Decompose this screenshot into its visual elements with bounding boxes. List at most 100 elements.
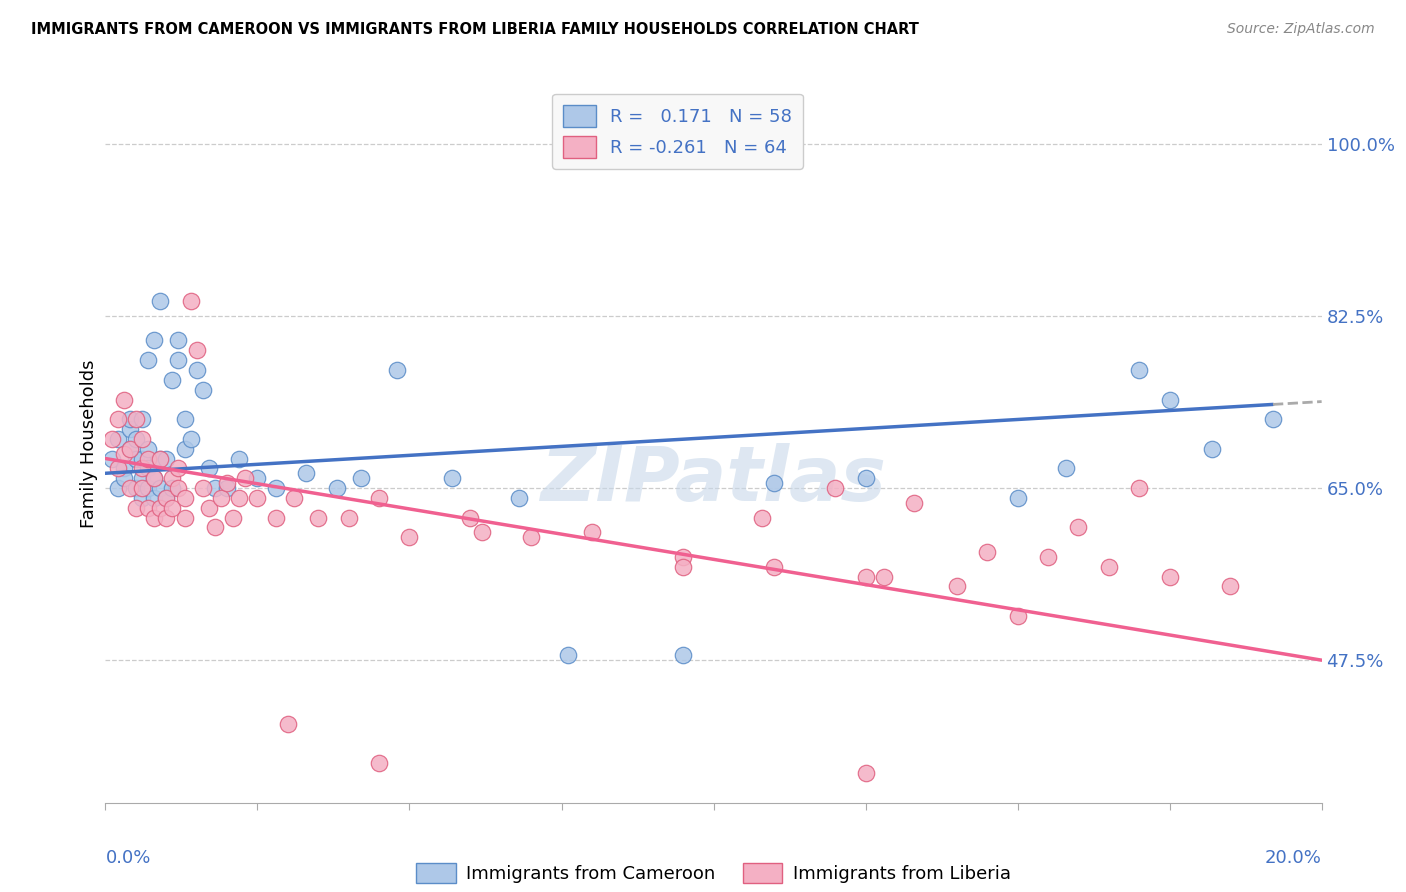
Point — [763, 559, 786, 574]
Point — [118, 422, 141, 436]
Point — [398, 530, 420, 544]
Point — [763, 476, 786, 491]
Point — [672, 559, 695, 574]
Point — [217, 481, 239, 495]
Point — [264, 510, 287, 524]
Point — [143, 510, 166, 524]
Point — [136, 451, 159, 466]
Point — [1007, 608, 1029, 623]
Point — [337, 510, 360, 524]
Text: 20.0%: 20.0% — [1265, 849, 1322, 868]
Point — [136, 500, 159, 515]
Point — [191, 481, 214, 495]
Point — [1054, 461, 1077, 475]
Point — [350, 471, 373, 485]
Point — [131, 432, 153, 446]
Point — [471, 525, 494, 540]
Point — [125, 432, 148, 446]
Point — [520, 530, 543, 544]
Point — [283, 491, 305, 505]
Point — [131, 412, 153, 426]
Point — [325, 481, 347, 495]
Point — [204, 520, 226, 534]
Point — [136, 353, 159, 368]
Point — [180, 432, 202, 446]
Point — [143, 334, 166, 348]
Point — [107, 461, 129, 475]
Point — [149, 294, 172, 309]
Point — [1128, 363, 1150, 377]
Point — [855, 569, 877, 583]
Point — [672, 549, 695, 564]
Point — [368, 491, 391, 505]
Point — [112, 392, 135, 407]
Point — [143, 491, 166, 505]
Point — [1128, 481, 1150, 495]
Point — [198, 461, 221, 475]
Point — [458, 510, 481, 524]
Point — [149, 500, 172, 515]
Point — [751, 510, 773, 524]
Y-axis label: Family Households: Family Households — [80, 359, 98, 528]
Point — [855, 471, 877, 485]
Point — [581, 525, 603, 540]
Point — [945, 579, 967, 593]
Point — [1067, 520, 1090, 534]
Point — [1159, 569, 1181, 583]
Point — [112, 461, 135, 475]
Point — [131, 461, 153, 475]
Point — [873, 569, 896, 583]
Point — [855, 766, 877, 780]
Point — [228, 451, 250, 466]
Point — [186, 363, 208, 377]
Point — [824, 481, 846, 495]
Point — [186, 343, 208, 358]
Point — [107, 481, 129, 495]
Point — [136, 481, 159, 495]
Point — [1219, 579, 1241, 593]
Point — [180, 294, 202, 309]
Point — [198, 500, 221, 515]
Point — [167, 334, 190, 348]
Point — [149, 451, 172, 466]
Text: Source: ZipAtlas.com: Source: ZipAtlas.com — [1227, 22, 1375, 37]
Point — [107, 412, 129, 426]
Point — [131, 471, 153, 485]
Point — [118, 481, 141, 495]
Point — [131, 481, 153, 495]
Point — [131, 451, 153, 466]
Point — [149, 451, 172, 466]
Point — [387, 363, 409, 377]
Point — [149, 481, 172, 495]
Point — [1007, 491, 1029, 505]
Point — [1201, 442, 1223, 456]
Point — [155, 510, 177, 524]
Point — [100, 451, 122, 466]
Point — [209, 491, 232, 505]
Legend: Immigrants from Cameroon, Immigrants from Liberia: Immigrants from Cameroon, Immigrants fro… — [409, 855, 1018, 891]
Point — [167, 461, 190, 475]
Point — [264, 481, 287, 495]
Point — [107, 432, 129, 446]
Point — [125, 412, 148, 426]
Point — [307, 510, 329, 524]
Point — [976, 545, 998, 559]
Point — [125, 500, 148, 515]
Point — [1159, 392, 1181, 407]
Point — [136, 442, 159, 456]
Text: ZIPatlas: ZIPatlas — [540, 442, 887, 516]
Point — [118, 442, 141, 456]
Point — [368, 756, 391, 771]
Point — [143, 471, 166, 485]
Point — [125, 481, 148, 495]
Point — [155, 491, 177, 505]
Point — [191, 383, 214, 397]
Point — [125, 451, 148, 466]
Point — [167, 353, 190, 368]
Point — [143, 471, 166, 485]
Point — [1261, 412, 1284, 426]
Point — [228, 491, 250, 505]
Point — [173, 491, 195, 505]
Point — [167, 481, 190, 495]
Point — [204, 481, 226, 495]
